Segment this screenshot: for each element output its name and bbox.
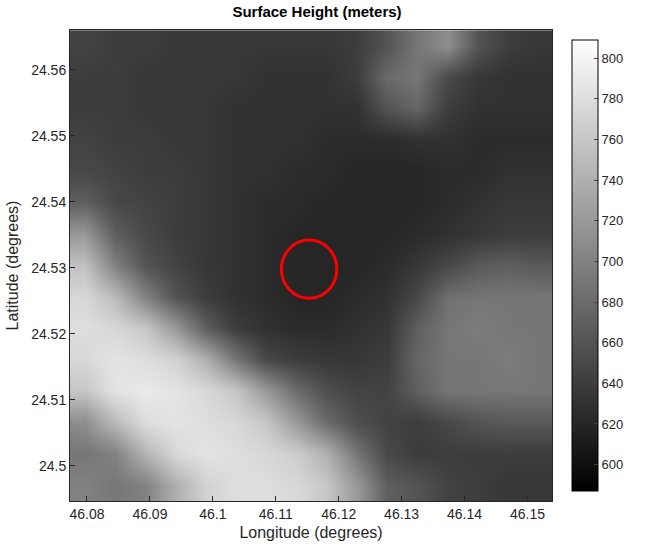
svg-text:46.08: 46.08 <box>69 506 104 522</box>
svg-text:660: 660 <box>602 335 624 350</box>
svg-text:46.1: 46.1 <box>199 506 226 522</box>
svg-text:Latitude (degrees): Latitude (degrees) <box>4 201 21 331</box>
svg-text:24.51: 24.51 <box>31 392 66 408</box>
svg-text:600: 600 <box>602 457 624 472</box>
svg-text:Longitude (degrees): Longitude (degrees) <box>239 524 382 541</box>
svg-text:24.54: 24.54 <box>31 194 66 210</box>
svg-text:680: 680 <box>602 295 624 310</box>
svg-text:700: 700 <box>602 254 624 269</box>
svg-text:46.15: 46.15 <box>510 506 545 522</box>
svg-text:640: 640 <box>602 376 624 391</box>
svg-text:Surface Height (meters): Surface Height (meters) <box>232 3 401 20</box>
svg-text:760: 760 <box>602 132 624 147</box>
svg-text:46.14: 46.14 <box>447 506 482 522</box>
svg-text:740: 740 <box>602 173 624 188</box>
svg-text:24.55: 24.55 <box>31 128 66 144</box>
svg-text:24.53: 24.53 <box>31 260 66 276</box>
svg-text:46.12: 46.12 <box>321 506 356 522</box>
svg-text:24.5: 24.5 <box>39 458 66 474</box>
svg-text:24.52: 24.52 <box>31 326 66 342</box>
svg-text:46.09: 46.09 <box>132 506 167 522</box>
svg-text:720: 720 <box>602 213 624 228</box>
svg-text:620: 620 <box>602 417 624 432</box>
svg-text:46.11: 46.11 <box>259 506 293 522</box>
svg-text:780: 780 <box>602 91 624 106</box>
svg-text:46.13: 46.13 <box>384 506 419 522</box>
svg-text:24.56: 24.56 <box>31 62 66 78</box>
svg-text:800: 800 <box>602 51 624 66</box>
